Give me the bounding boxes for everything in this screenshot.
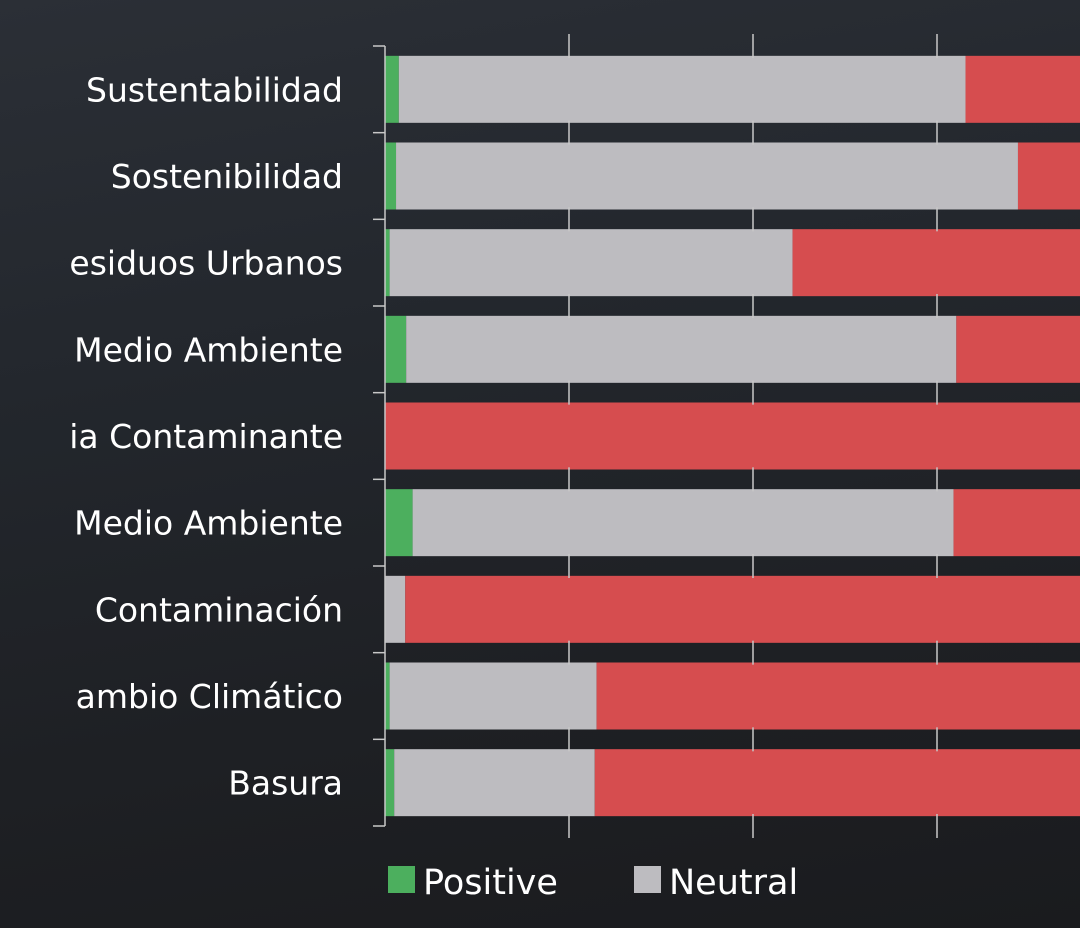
legend-label-positive: Positive: [423, 863, 558, 903]
bar-segment-neutral: [396, 142, 1018, 210]
bar-segment-series-3: [1017, 142, 1080, 210]
bar-segment-series-3: [405, 575, 1080, 643]
bar-segment-neutral: [389, 229, 793, 297]
category-label: Sostenibilidad: [111, 157, 343, 196]
bar-segment-neutral: [389, 662, 597, 730]
category-label: esiduos Urbanos: [69, 244, 343, 283]
legend-swatch-positive: [388, 866, 415, 893]
bar-segment-series-3: [956, 315, 1080, 383]
bar-segment-positive: [385, 55, 399, 123]
bar-segment-series-3: [792, 229, 1080, 297]
category-label: Contaminación: [95, 590, 343, 629]
legend-label-neutral: Neutral: [669, 863, 798, 903]
legend-swatch-neutral: [634, 866, 661, 893]
bar-segment-neutral: [412, 489, 954, 557]
bars-layer: [385, 55, 1080, 817]
bar-segment-series-3: [594, 749, 1080, 817]
bar-segment-series-3: [953, 489, 1080, 557]
category-label: Sustentabilidad: [86, 70, 343, 109]
bar-segment-neutral: [406, 315, 957, 383]
bar-segment-positive: [385, 315, 407, 383]
bar-segment-positive: [385, 489, 413, 557]
legend: Positive Neutral: [388, 863, 798, 903]
bar-segment-series-3: [965, 55, 1080, 123]
bar-segment-positive: [385, 229, 390, 297]
category-label: Medio Ambiente: [74, 504, 343, 543]
grid-layer: [373, 34, 938, 838]
bar-segment-positive: [385, 749, 395, 817]
bar-segment-positive: [385, 662, 390, 730]
bar-segment-neutral: [398, 55, 966, 123]
category-label: Basura: [228, 764, 343, 803]
category-labels: Sustentabilidad Sostenibilidad esiduos Urb…: [69, 70, 343, 802]
category-label: ia Contaminante: [69, 417, 343, 456]
bar-segment-positive: [385, 142, 397, 210]
bar-segment-neutral: [385, 575, 406, 643]
bar-segment-series-3: [385, 402, 1080, 470]
category-label: Medio Ambiente: [74, 330, 343, 369]
bar-segment-series-3: [596, 662, 1080, 730]
bar-segment-neutral: [394, 749, 595, 817]
category-label: ambio Climático: [76, 677, 343, 716]
